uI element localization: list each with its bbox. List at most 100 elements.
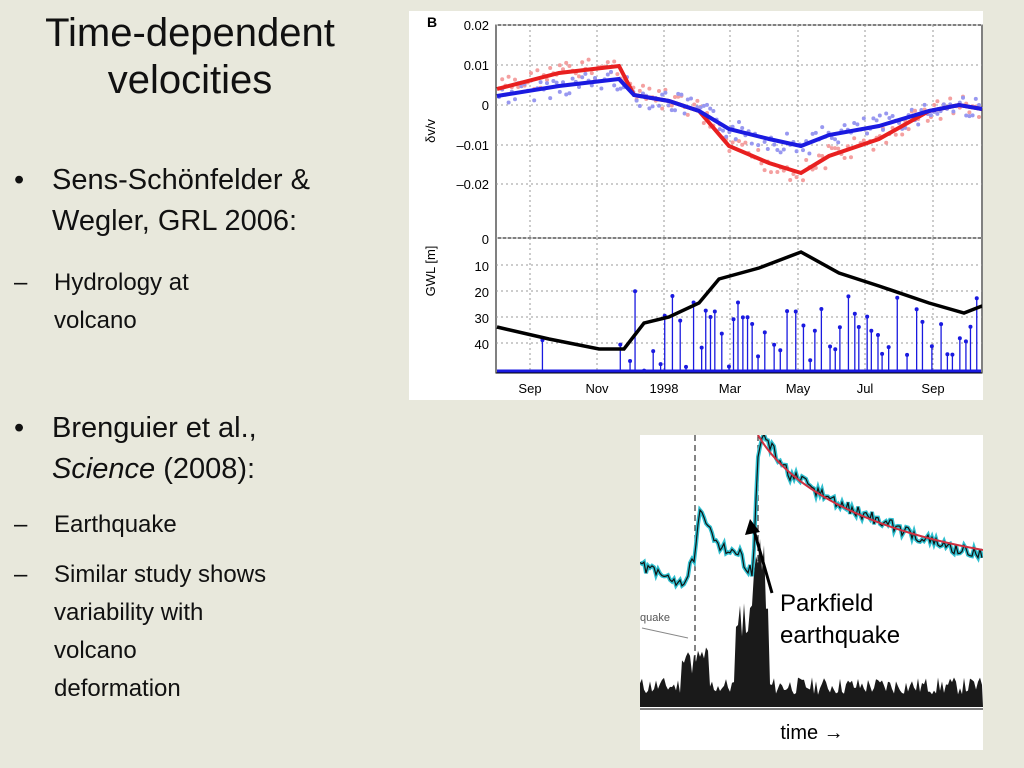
- bottom-tick-label: 20: [475, 285, 489, 300]
- red-dvv-curve: [496, 63, 983, 176]
- scatter-point: [973, 96, 978, 101]
- scatter-point: [705, 102, 709, 107]
- scatter-point: [874, 118, 879, 123]
- scatter-point: [788, 178, 793, 183]
- scatter-point: [701, 103, 706, 108]
- scatter-point: [557, 63, 562, 68]
- scatter-point: [833, 137, 837, 142]
- title-line-1: Time-dependent: [45, 11, 335, 55]
- scatter-point: [922, 102, 927, 107]
- scatter-point: [829, 135, 834, 140]
- grid-lines: [496, 24, 982, 373]
- seismic-noise-trace: [640, 538, 983, 707]
- scatter-point: [506, 74, 511, 79]
- scatter-point: [676, 91, 681, 96]
- scatter-point: [849, 155, 853, 160]
- precipitation-spike-marker: [731, 317, 736, 322]
- scatter-point: [801, 178, 805, 183]
- scatter-point: [801, 148, 805, 153]
- velocity-trace-cyan: [638, 429, 984, 590]
- bottom-tick-label: 40: [475, 337, 489, 352]
- scatter-point: [519, 84, 524, 89]
- subbullet-text-line: volcano: [54, 307, 137, 334]
- scatter-point: [513, 97, 517, 102]
- scatter-point: [829, 146, 834, 151]
- scatter-point: [660, 106, 665, 111]
- scatter-point: [561, 67, 565, 72]
- scatter-point: [935, 111, 940, 116]
- dvv-gwl-plot: B 0.02 0.01 0 –0.01 –0.02 δv/v 0 10 20 3…: [423, 14, 983, 396]
- scatter-point: [612, 83, 617, 88]
- bottom-tick-label: 0: [482, 232, 489, 247]
- precipitation-spike-marker: [833, 347, 838, 352]
- panel-letter: B: [427, 14, 437, 30]
- scatter-point: [941, 102, 946, 107]
- title-line-2: velocities: [107, 58, 273, 102]
- scatter-point: [961, 95, 965, 100]
- scatter-point: [935, 99, 940, 104]
- bottom-tick-label: 10: [475, 259, 489, 274]
- scatter-point: [599, 86, 604, 91]
- scatter-point: [967, 114, 972, 119]
- scatter-point: [833, 146, 837, 151]
- scatter-point: [711, 109, 716, 114]
- scatter-point: [708, 106, 713, 111]
- precipitation-spike-marker: [750, 322, 755, 327]
- scatter-point: [836, 146, 841, 151]
- scatter-point: [737, 120, 741, 125]
- scatter-point: [721, 128, 725, 133]
- precipitation-spike-marker: [905, 352, 910, 357]
- subbullet-text-line: deformation: [54, 675, 181, 702]
- velocity-trace-black: [639, 432, 983, 587]
- precipitation-spike-marker: [812, 328, 817, 333]
- precipitation-spike-marker: [628, 358, 633, 363]
- scatter-point: [685, 97, 690, 102]
- precipitation-spike-marker: [974, 296, 979, 301]
- top-ylabel: δv/v: [423, 119, 438, 143]
- precipitation-spike-marker: [778, 348, 783, 353]
- scatter-point: [529, 71, 533, 76]
- precipitation-spike-marker: [819, 306, 824, 311]
- precipitation-spike-marker: [772, 342, 777, 347]
- scatter-point: [775, 147, 780, 152]
- precipitation-spike-marker: [651, 349, 656, 354]
- scatter-point: [762, 168, 767, 173]
- top-tick-label: 0: [482, 98, 489, 113]
- scatter-point: [775, 169, 780, 174]
- precipitation-spike-marker: [880, 351, 885, 356]
- scatter-point: [605, 72, 610, 77]
- scatter-point: [538, 80, 543, 85]
- precipitation-spike-marker: [886, 345, 891, 350]
- precipitation-spike-marker: [740, 315, 745, 320]
- precipitation-spike-marker: [735, 300, 740, 305]
- scatter-point: [650, 104, 655, 109]
- figure-parkfield: quake Parkfield earthquake time →: [638, 429, 984, 750]
- scatter-point: [673, 108, 677, 113]
- annotation-line-1: Parkfield: [780, 590, 873, 617]
- scatter-point: [948, 96, 953, 101]
- scatter-point: [730, 140, 735, 145]
- scatter-point: [733, 137, 738, 142]
- scatter-point: [647, 86, 652, 91]
- subbullet-text-line: volcano: [54, 637, 137, 664]
- scatter-point: [618, 86, 623, 91]
- scatter-point: [570, 76, 575, 81]
- scatter-point: [865, 131, 869, 136]
- scatter-point: [689, 96, 693, 101]
- precipitation-spike-marker: [745, 315, 750, 320]
- scatter-point: [701, 120, 706, 125]
- scatter-point: [772, 142, 777, 147]
- scatter-point: [826, 144, 831, 149]
- scatter-point: [513, 77, 517, 82]
- precipitation-spike-marker: [837, 325, 842, 330]
- scatter-point: [535, 68, 540, 73]
- x-tick-label: Mar: [719, 381, 742, 396]
- scatter-point: [871, 116, 876, 121]
- precipitation-spike-marker: [670, 294, 675, 299]
- scatter-point: [615, 72, 620, 77]
- scatter-point: [900, 132, 905, 137]
- scatter-point: [938, 116, 943, 121]
- bullet-marker: •: [14, 412, 25, 444]
- scatter-point: [545, 77, 549, 82]
- scatter-point: [967, 110, 972, 115]
